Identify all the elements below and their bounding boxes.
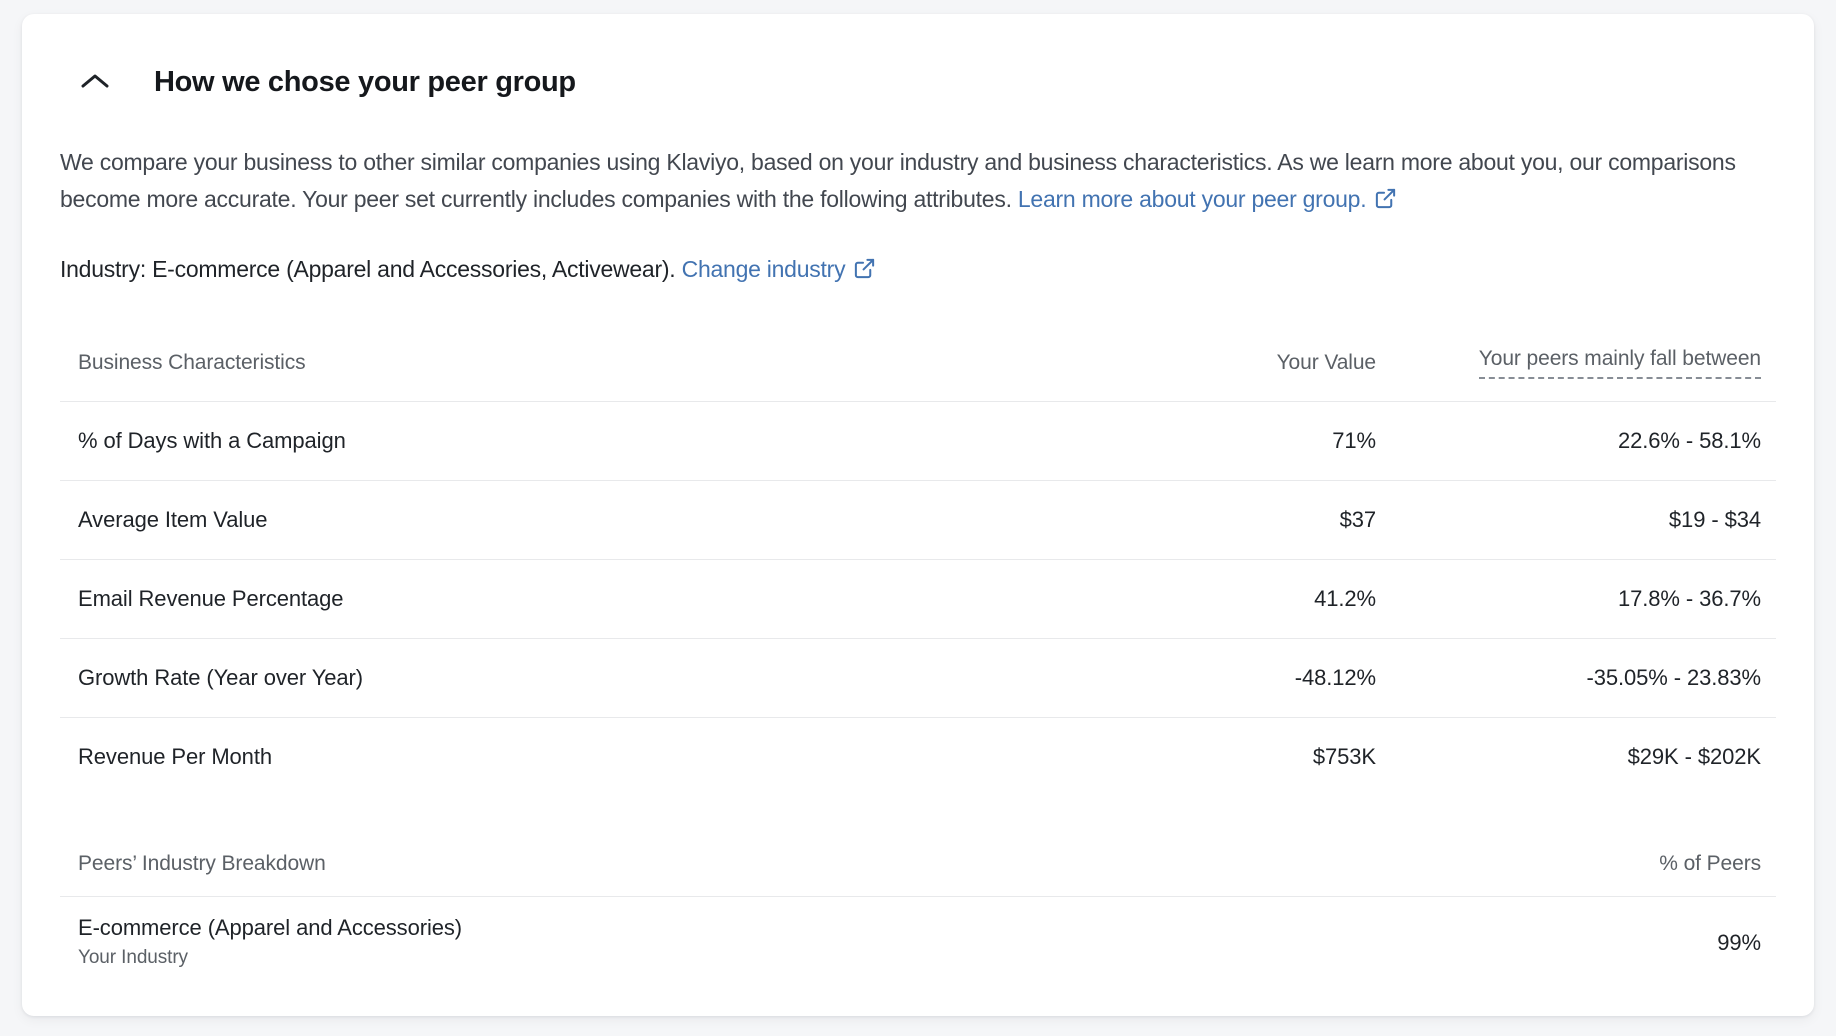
- change-industry-link[interactable]: Change industry: [682, 256, 877, 282]
- business-characteristics-table: Business Characteristics Your Value Your…: [60, 335, 1776, 796]
- change-industry-link-label: Change industry: [681, 256, 846, 282]
- table-row: Average Item Value $37 $19 - $34: [60, 480, 1776, 560]
- description-text: We compare your business to other simila…: [60, 149, 1736, 212]
- column-header-percent-of-peers: % of Peers: [1391, 852, 1776, 897]
- table-row: % of Days with a Campaign 71% 22.6% - 58…: [60, 401, 1776, 481]
- table-header-row: Peers’ Industry Breakdown % of Peers: [60, 852, 1776, 897]
- characteristic-name: Email Revenue Percentage: [60, 559, 1061, 639]
- characteristic-name: Revenue Per Month: [78, 744, 272, 769]
- peer-group-panel: How we chose your peer group We compare …: [22, 14, 1814, 1016]
- industry-text: Industry: E-commerce (Apparel and Access…: [60, 256, 676, 282]
- your-industry-sublabel: Your Industry: [78, 947, 188, 968]
- learn-more-link-label: Learn more about your peer group.: [1017, 186, 1367, 212]
- your-value-cell: -48.12%: [1061, 638, 1391, 718]
- characteristic-name: Growth Rate (Year over Year): [60, 638, 1061, 718]
- peers-range-tooltip-trigger[interactable]: Your peers mainly fall between: [1478, 347, 1761, 379]
- industry-line: Industry: E-commerce (Apparel and Access…: [60, 251, 1776, 291]
- industry-name-cell: E-commerce (Apparel and Accessories) You…: [60, 897, 1391, 994]
- peers-range-cell: $29K - $202K: [1627, 744, 1761, 769]
- table-header-row: Business Characteristics Your Value Your…: [60, 335, 1776, 402]
- your-value-cell: $753K: [1312, 744, 1376, 769]
- table-row: Revenue Per Month $753K $29K - $202K: [60, 718, 1776, 797]
- chevron-up-icon: [80, 72, 110, 93]
- peers-range-cell: -35.05% - 23.83%: [1391, 638, 1776, 718]
- page-title: How we chose your peer group: [154, 66, 576, 98]
- peers-industry-breakdown-table: Peers’ Industry Breakdown % of Peers E-c…: [60, 852, 1776, 993]
- external-link-icon: [1374, 184, 1397, 221]
- percent-of-peers-cell: 99%: [1717, 930, 1761, 955]
- panel-header: How we chose your peer group: [60, 64, 1776, 100]
- industry-name: E-commerce (Apparel and Accessories): [78, 915, 462, 940]
- table-row: Email Revenue Percentage 41.2% 17.8% - 3…: [60, 559, 1776, 639]
- peers-range-cell: $19 - $34: [1391, 480, 1776, 560]
- your-value-cell: 41.2%: [1061, 559, 1391, 639]
- column-header-your-value: Your Value: [1061, 335, 1391, 402]
- table-row: Growth Rate (Year over Year) -48.12% -35…: [60, 638, 1776, 718]
- column-header-industry-breakdown: Peers’ Industry Breakdown: [60, 852, 1391, 897]
- your-value-cell: $37: [1061, 480, 1391, 560]
- peers-range-cell: 22.6% - 58.1%: [1391, 401, 1776, 481]
- collapse-panel-button[interactable]: [78, 67, 112, 97]
- learn-more-link[interactable]: Learn more about your peer group.: [1018, 186, 1397, 212]
- characteristic-name: % of Days with a Campaign: [60, 401, 1061, 481]
- characteristic-name: Average Item Value: [60, 480, 1061, 560]
- your-value-cell: 71%: [1061, 401, 1391, 481]
- column-header-business-characteristics: Business Characteristics: [60, 335, 1061, 402]
- external-link-icon: [853, 254, 876, 291]
- peer-group-description: We compare your business to other simila…: [60, 144, 1776, 221]
- column-header-peers-range: Your peers mainly fall between: [1391, 335, 1776, 402]
- table-row: E-commerce (Apparel and Accessories) You…: [60, 897, 1776, 994]
- peers-range-cell: 17.8% - 36.7%: [1391, 559, 1776, 639]
